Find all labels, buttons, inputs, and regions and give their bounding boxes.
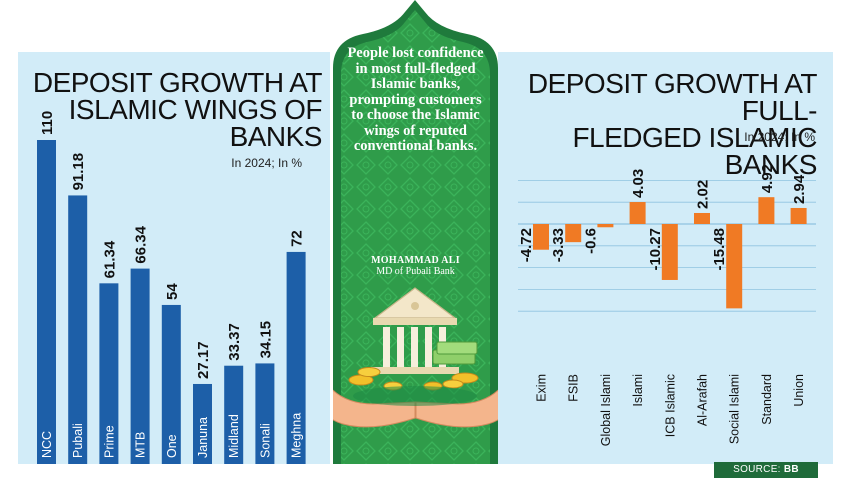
left-chart-subtitle: In 2024; In % — [231, 156, 302, 170]
left-chart-panel: DEPOSIT GROWTH AT ISLAMIC WINGS OF BANKS… — [18, 52, 330, 464]
value-label: 4.03 — [630, 169, 647, 198]
value-label: 33.37 — [226, 323, 243, 361]
bar-meghna — [286, 251, 306, 464]
bar-pubali — [68, 195, 88, 464]
quote-attribution: MOHAMMAD ALI MD of Pubali Bank — [345, 255, 486, 277]
right-chart-panel: DEPOSIT GROWTH AT FULL- FLEDGED ISLAMIC … — [498, 52, 833, 464]
bar-midland — [224, 365, 244, 464]
bar-prime — [99, 283, 119, 464]
value-label: -15.48 — [711, 228, 728, 271]
quote-author-role: MD of Pubali Bank — [376, 266, 455, 277]
right-title-line-2: FLEDGED ISLAMIC BANKS — [572, 122, 817, 180]
bar-januna — [193, 383, 212, 464]
value-label: -10.27 — [647, 228, 664, 271]
value-label: -0.6 — [582, 228, 599, 254]
left-title-line-3: BANKS — [229, 121, 323, 152]
value-label: 2.94 — [791, 174, 808, 204]
category-label: Januna — [196, 417, 210, 458]
value-label: 110 — [39, 111, 56, 135]
category-label: Sonali — [258, 423, 272, 458]
category-label: FSIB — [567, 374, 581, 402]
category-label: MTB — [134, 432, 148, 458]
right-bar-chart: -4.72 Exim -3.33 FSIB -0.6 Global Islami 4.03 I… — [518, 164, 816, 446]
left-title-line-1: DEPOSIT GROWTH AT — [32, 67, 323, 98]
value-label: 34.15 — [257, 321, 274, 359]
bar-social-islami — [726, 224, 743, 309]
category-label: Standard — [760, 374, 774, 425]
category-label: Al-Arafah — [696, 374, 710, 426]
value-label: 61.34 — [101, 240, 118, 278]
mosque-arch-illustration — [333, 0, 498, 464]
bar-fsib — [565, 224, 582, 243]
bar-al-arafah — [694, 212, 710, 224]
value-label: 66.34 — [133, 225, 150, 263]
category-label: Union — [792, 374, 806, 407]
bar-union — [790, 207, 807, 224]
bar-islami — [629, 202, 646, 224]
category-label: Prime — [102, 425, 116, 458]
bar-one — [161, 304, 181, 464]
quote-text: People lost confidence in most full-fled… — [347, 45, 484, 154]
value-label: -4.72 — [518, 228, 535, 262]
bar-icb-islamic — [661, 224, 678, 280]
category-label: NCC — [40, 431, 54, 458]
value-label: 91.18 — [70, 153, 87, 191]
category-label: Pubali — [71, 423, 85, 458]
value-label: 2.02 — [695, 180, 712, 209]
value-label: -3.33 — [550, 228, 567, 262]
source-value: BB — [783, 464, 799, 475]
bar-sonali — [255, 363, 275, 464]
left-chart-title: DEPOSIT GROWTH AT ISLAMIC WINGS OF BANKS — [22, 67, 323, 152]
category-label: ICB Islamic — [663, 374, 677, 437]
quote-author-name: MOHAMMAD ALI — [371, 255, 460, 266]
source-badge: SOURCE: BB — [714, 462, 818, 478]
bar-ncc — [37, 140, 56, 464]
left-title-line-2: ISLAMIC WINGS OF — [68, 94, 323, 125]
right-title-line-1: DEPOSIT GROWTH AT FULL- — [527, 68, 818, 126]
value-label: 72 — [289, 230, 306, 247]
category-label: Exim — [535, 374, 549, 402]
money-stack-icon — [432, 341, 478, 365]
value-label: 54 — [164, 283, 181, 300]
bar-exim — [533, 224, 549, 250]
value-label: 27.17 — [195, 341, 212, 379]
category-label: One — [165, 434, 179, 458]
right-chart-title: DEPOSIT GROWTH AT FULL- FLEDGED ISLAMIC … — [507, 68, 818, 180]
category-label: Islami — [631, 374, 645, 407]
category-label: Global Islami — [599, 374, 613, 446]
category-label: Midland — [227, 414, 241, 458]
bar-standard — [758, 197, 775, 224]
coins-icon — [348, 367, 479, 391]
hands-icon — [333, 386, 498, 428]
category-label: Meghna — [290, 413, 304, 458]
quote-panel: People lost confidence in most full-fled… — [333, 0, 498, 464]
category-label: Social Islami — [728, 374, 742, 444]
bar-global-islami — [597, 224, 614, 228]
source-label: SOURCE: — [733, 464, 781, 475]
value-label: 4.92 — [759, 164, 776, 193]
left-bar-chart: NCC 110 Pubali 91.18 Prime 61.34 MTB 66.34 One 54… — [37, 111, 306, 464]
right-chart-subtitle: In 2024; In % — [744, 130, 815, 144]
bar-mtb — [130, 268, 150, 464]
